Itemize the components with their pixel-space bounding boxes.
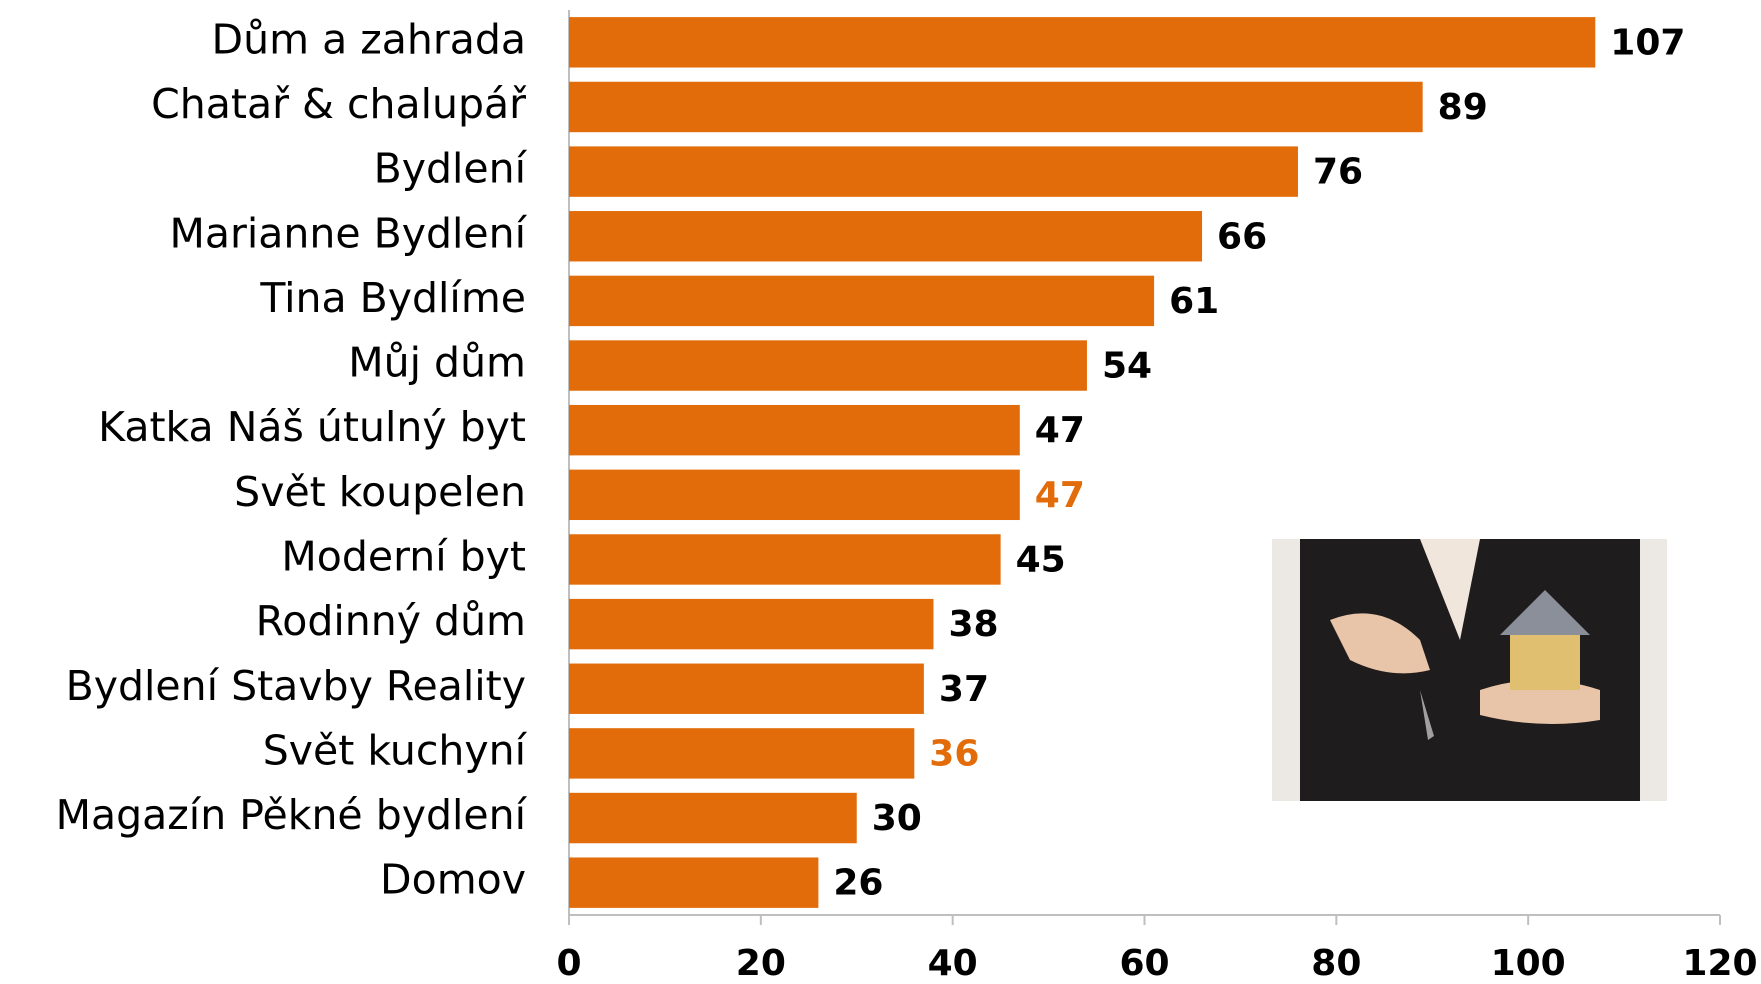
bar	[569, 82, 1423, 132]
x-tick-label: 100	[1491, 943, 1566, 984]
value-label: 30	[872, 798, 922, 839]
bar	[569, 17, 1595, 67]
value-label: 47	[1035, 475, 1085, 516]
bar	[569, 534, 1001, 584]
category-label: Svět koupelen	[234, 468, 526, 516]
value-label: 76	[1313, 152, 1363, 193]
value-label: 37	[939, 669, 989, 710]
x-tick-label: 80	[1311, 943, 1361, 984]
bar	[569, 405, 1020, 455]
value-label: 89	[1438, 87, 1488, 128]
bar	[569, 470, 1020, 520]
category-label: Marianne Bydlení	[169, 209, 527, 257]
category-label: Můj dům	[348, 339, 526, 387]
bar	[569, 728, 914, 778]
x-tick-label: 120	[1682, 943, 1757, 984]
category-label: Bydlení Stavby Reality	[66, 662, 526, 710]
bar	[569, 857, 818, 907]
value-label: 38	[948, 604, 998, 645]
x-tick-label: 20	[736, 943, 786, 984]
bar	[569, 793, 857, 843]
category-label: Dům a zahrada	[212, 15, 526, 63]
x-tick-label: 40	[928, 943, 978, 984]
category-label: Magazín Pěkné bydlení	[56, 791, 528, 839]
category-label: Chatař & chalupář	[151, 80, 527, 128]
value-label: 36	[929, 733, 979, 774]
category-label: Domov	[380, 856, 526, 904]
category-label: Rodinný dům	[256, 597, 526, 645]
x-tick-label: 0	[556, 943, 581, 984]
category-label: Bydlení	[374, 145, 528, 193]
category-label: Katka Náš útulný byt	[98, 403, 526, 451]
value-label: 54	[1102, 346, 1152, 387]
x-tick-label: 60	[1119, 943, 1169, 984]
bar	[569, 276, 1154, 326]
category-label: Moderní byt	[281, 532, 526, 580]
bar	[569, 599, 933, 649]
category-label: Tina Bydlíme	[259, 274, 526, 322]
chart: 0 20 40 60 80 100 120 Dům a zahrada 107 Chatař & …	[0, 0, 1761, 984]
value-label: 66	[1217, 216, 1267, 257]
value-label: 61	[1169, 281, 1219, 322]
bar	[569, 664, 924, 714]
bar	[569, 211, 1202, 261]
category-label: Svět kuchyní	[263, 726, 528, 774]
bar	[569, 340, 1087, 390]
bar	[569, 146, 1298, 196]
photo-house	[1510, 630, 1580, 690]
value-label: 45	[1016, 539, 1066, 580]
value-label: 26	[833, 863, 883, 904]
photo	[1272, 539, 1667, 801]
value-label: 107	[1610, 22, 1685, 63]
value-label: 47	[1035, 410, 1085, 451]
